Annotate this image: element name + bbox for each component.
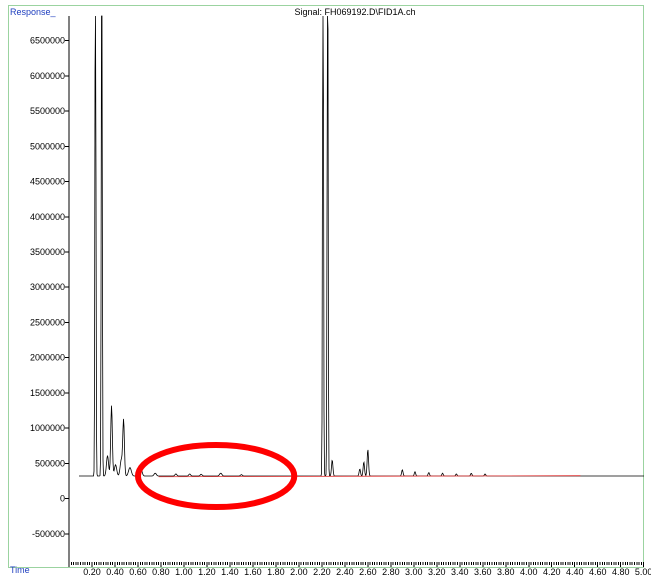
- x-axis-label: Time: [10, 565, 30, 575]
- x-tick-label: 3.60: [474, 567, 492, 577]
- x-tick-label: 0.20: [83, 567, 101, 577]
- y-axis-ticks: -500000 0 500000 1000000 1500000 2000000 25000…: [30, 36, 69, 539]
- x-tick-label: 5.00: [635, 567, 651, 577]
- x-tick-label: 1.80: [267, 567, 285, 577]
- x-tick-label: 4.20: [543, 567, 561, 577]
- y-tick-label: 6000000: [30, 71, 65, 81]
- y-tick-label: 500000: [35, 458, 65, 468]
- y-tick-label: 4500000: [30, 177, 65, 187]
- y-tick-label: 5000000: [30, 141, 65, 151]
- y-tick-label: 0: [60, 494, 65, 504]
- x-tick-label: 2.60: [359, 567, 377, 577]
- x-tick-label: 0.40: [106, 567, 124, 577]
- y-tick-label: 1000000: [30, 423, 65, 433]
- y-tick-label: 5500000: [30, 106, 65, 116]
- x-tick-label: 2.80: [382, 567, 400, 577]
- baseline-trace: [158, 475, 581, 478]
- x-tick-label: 3.20: [428, 567, 446, 577]
- x-tick-label: 4.60: [589, 567, 607, 577]
- y-tick-label: 3000000: [30, 282, 65, 292]
- highlight-ellipse: [134, 442, 298, 511]
- y-tick-label: -500000: [32, 529, 65, 539]
- x-tick-label: 1.40: [221, 567, 239, 577]
- x-tick-label: 1.20: [198, 567, 216, 577]
- x-tick-label: 3.00: [405, 567, 423, 577]
- chart-frame: [8, 5, 644, 568]
- x-tick-label: 2.20: [313, 567, 331, 577]
- x-tick-label: 0.80: [152, 567, 170, 577]
- y-tick-label: 2500000: [30, 317, 65, 327]
- y-tick-label: 1500000: [30, 388, 65, 398]
- y-axis-label: Response_: [10, 7, 57, 17]
- x-tick-label: 4.80: [612, 567, 630, 577]
- y-tick-label: 3500000: [30, 247, 65, 257]
- chart-traces: [79, 15, 644, 511]
- y-tick-label: 4000000: [30, 212, 65, 222]
- x-tick-label: 4.40: [566, 567, 584, 577]
- x-tick-label: 4.00: [520, 567, 538, 577]
- x-tick-label: 1.00: [175, 567, 193, 577]
- y-tick-label: 6500000: [30, 36, 65, 46]
- x-tick-label: 3.40: [451, 567, 469, 577]
- chart-title: Signal: FH069192.D\FID1A.ch: [294, 7, 415, 17]
- x-tick-label: 0.60: [129, 567, 147, 577]
- x-tick-label: 2.40: [336, 567, 354, 577]
- signal-trace: [79, 15, 644, 477]
- x-tick-label: 3.80: [497, 567, 515, 577]
- y-tick-label: 2000000: [30, 353, 65, 363]
- x-tick-label: 2.00: [290, 567, 308, 577]
- x-tick-label: 1.60: [244, 567, 262, 577]
- x-axis-ticks: 0.20 0.40 0.60 0.80 1.00 1.20 1.40 1.60 1.80 2.00…: [68, 562, 651, 577]
